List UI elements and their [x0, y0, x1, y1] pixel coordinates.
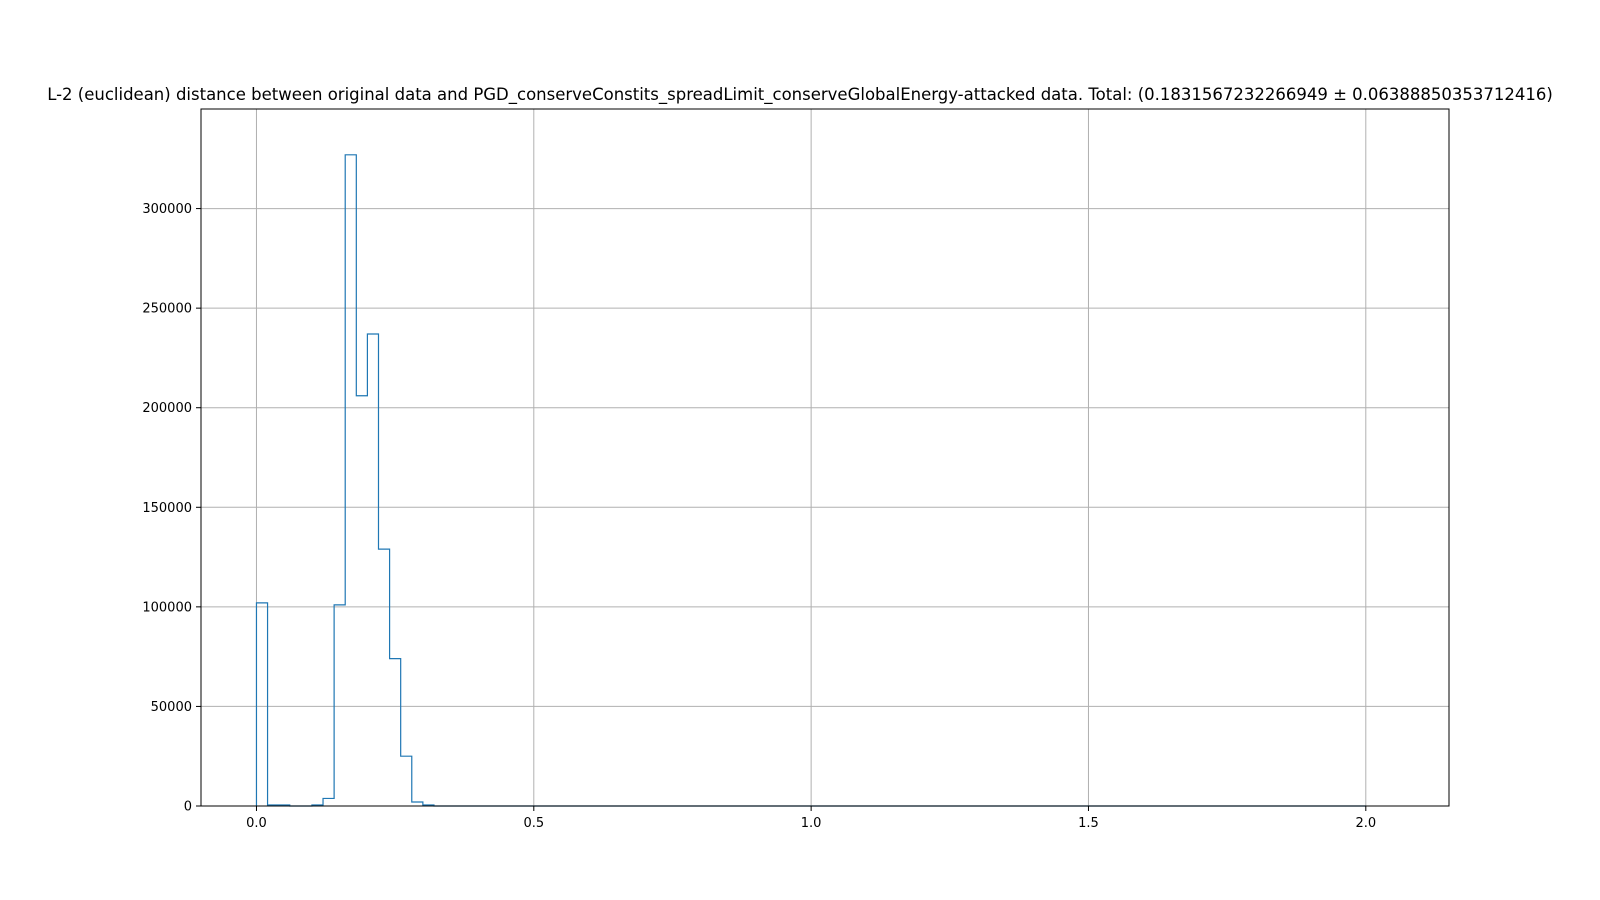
- histogram-bin: [323, 798, 334, 806]
- histogram-bin: [412, 802, 423, 806]
- axis-ticks: [196, 208, 1367, 811]
- y-tick-label: 250000: [142, 302, 192, 317]
- histogram-bin: [390, 659, 401, 806]
- y-tick-label: 200000: [142, 401, 192, 416]
- histogram-bin: [334, 605, 345, 806]
- x-tick-label: 0.5: [523, 816, 544, 831]
- plot-area-frame: [200, 108, 1450, 807]
- histogram-bin: [367, 334, 378, 806]
- chart-title: L-2 (euclidean) distance between origina…: [47, 85, 1553, 105]
- y-axis-tick-labels: 0 50000 100000 150000 200000 250000 300000: [142, 202, 192, 814]
- histogram-bin: [401, 756, 412, 806]
- histogram-bin: [256, 603, 267, 806]
- histogram-bin: [356, 396, 367, 806]
- x-tick-label: 1.0: [801, 816, 822, 831]
- y-tick-label: 0: [184, 800, 192, 815]
- histogram-bin: [345, 155, 356, 806]
- x-tick-label: 0.0: [246, 816, 267, 831]
- x-tick-label: 1.5: [1078, 816, 1099, 831]
- y-tick-label: 100000: [142, 600, 192, 615]
- y-tick-label: 300000: [142, 202, 192, 217]
- y-tick-label: 50000: [151, 700, 192, 715]
- x-tick-label: 2.0: [1355, 816, 1376, 831]
- y-tick-label: 150000: [142, 501, 192, 516]
- histogram-bin: [378, 549, 389, 806]
- x-axis-tick-labels: 0.0 0.5 1.0 1.5 2.0: [246, 816, 1376, 831]
